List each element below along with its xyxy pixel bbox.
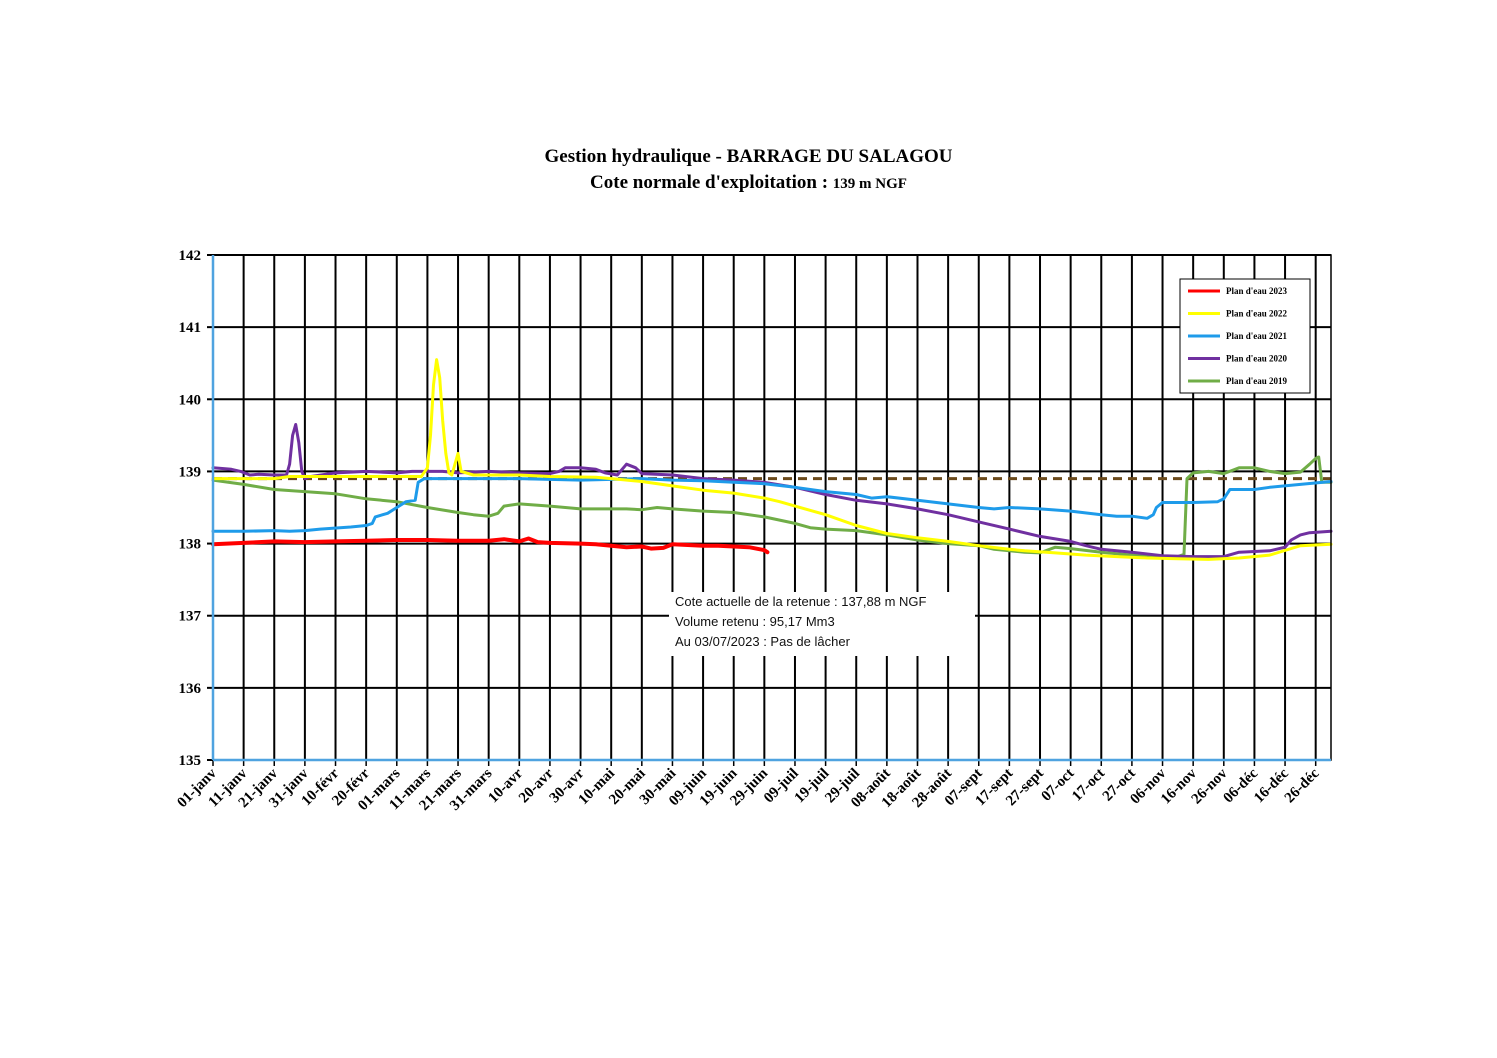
y-tick-label: 136 [179, 681, 202, 697]
annotation-line-level: Cote actuelle de la retenue : 137,88 m N… [675, 594, 927, 609]
gridlines [213, 254, 1331, 761]
x-tick-label: 07-oct [1038, 766, 1077, 805]
legend-label-2020: Plan d'eau 2020 [1226, 354, 1288, 364]
annotation-line-volume: Volume retenu : 95,17 Mm3 [675, 614, 835, 629]
series-layer [211, 358, 1333, 561]
axes: 13513613713813914014114201-janv11-janv21… [174, 248, 1332, 814]
y-tick-label: 139 [179, 464, 202, 480]
legend-label-2019: Plan d'eau 2019 [1226, 376, 1288, 386]
legend-label-2023: Plan d'eau 2023 [1226, 286, 1288, 296]
y-tick-label: 137 [179, 609, 202, 625]
y-tick-label: 138 [179, 537, 202, 553]
legend-label-2021: Plan d'eau 2021 [1226, 331, 1288, 341]
y-tick-label: 140 [179, 392, 202, 408]
y-tick-label: 135 [179, 753, 202, 769]
legend: Plan d'eau 2023 Plan d'eau 2022 Plan d'eau… [1179, 278, 1311, 394]
series-line-2022 [211, 358, 1333, 561]
series-line-2020 [211, 423, 1333, 559]
x-tick-label: 17-oct [1069, 766, 1108, 805]
subtitle-label: Cote normale d'exploitation : [590, 172, 833, 193]
legend-label-2022: Plan d'eau 2022 [1226, 309, 1288, 319]
subtitle-value: 139 m NGF [832, 176, 907, 192]
annotation-line-status: Au 03/07/2023 : Pas de lâcher [675, 634, 850, 649]
x-tick-label: 26-nov [1189, 765, 1231, 807]
x-tick-label: 26-déc [1282, 765, 1323, 806]
y-tick-label: 141 [179, 320, 202, 336]
series-line-2021 [211, 477, 1333, 533]
series-line-2023 [211, 536, 770, 555]
annotation-box: Cote actuelle de la retenue : 137,88 m N… [669, 592, 975, 656]
chart-title: Gestion hydraulique - BARRAGE DU SALAGOU [544, 146, 953, 167]
legend-box [1179, 278, 1311, 394]
y-tick-label: 142 [179, 248, 202, 264]
chart-subtitle: Cote normale d'exploitation : 139 m NGF [0, 172, 1497, 194]
